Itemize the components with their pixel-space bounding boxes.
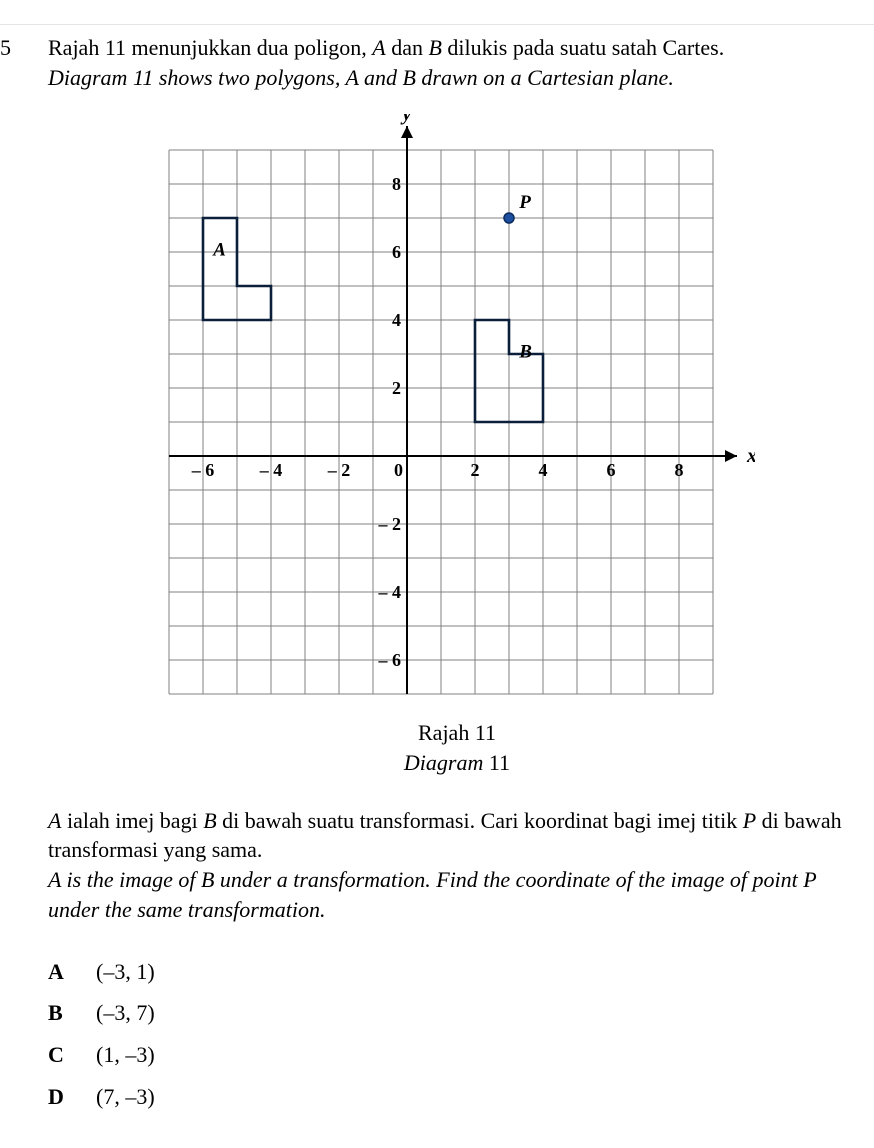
svg-text:6: 6 <box>392 242 401 262</box>
question-body: Rajah 11 menunjukkan dua poligon, A dan … <box>48 33 874 1118</box>
option-d[interactable]: D (7, –3) <box>48 1076 866 1118</box>
cartesian-chart: x y – 6 – 4 – 2 0 2 4 6 8 – 6 – 4 – 2 2 4 6 8 A B P <box>159 114 755 704</box>
svg-text:– 4: – 4 <box>259 460 283 480</box>
top-divider <box>0 24 874 25</box>
followup-ms-2: transformasi yang sama. <box>48 835 866 865</box>
question-text-en: Diagram 11 shows two polygons, A and B d… <box>48 63 866 93</box>
svg-text:2: 2 <box>471 460 480 480</box>
question-row: 5 Rajah 11 menunjukkan dua poligon, A da… <box>0 33 874 1118</box>
caption-en-num: 11 <box>489 750 510 775</box>
caption-ms: Rajah 11 <box>418 720 496 745</box>
option-label: A <box>48 951 96 993</box>
option-value: (–3, 7) <box>96 992 155 1034</box>
question-text-ms: Rajah 11 menunjukkan dua poligon, A dan … <box>48 33 866 63</box>
svg-text:2: 2 <box>392 378 401 398</box>
followup-block: A ialah imej bagi B di bawah suatu trans… <box>48 806 866 925</box>
page: 5 Rajah 11 menunjukkan dua poligon, A da… <box>0 0 874 1148</box>
option-a[interactable]: A (–3, 1) <box>48 951 866 993</box>
option-value: (7, –3) <box>96 1076 155 1118</box>
diagram-caption: Rajah 11 Diagram 11 <box>48 718 866 777</box>
option-label: C <box>48 1034 96 1076</box>
svg-text:6: 6 <box>607 460 616 480</box>
svg-text:– 4: – 4 <box>378 582 402 602</box>
caption-en: Diagram <box>404 750 483 775</box>
option-label: D <box>48 1076 96 1118</box>
svg-text:4: 4 <box>392 310 401 330</box>
svg-text:8: 8 <box>675 460 684 480</box>
svg-text:x: x <box>746 445 755 467</box>
svg-text:0: 0 <box>394 460 403 480</box>
option-value: (–3, 1) <box>96 951 155 993</box>
chart-container: x y – 6 – 4 – 2 0 2 4 6 8 – 6 – 4 – 2 2 4 6 8 A B P <box>48 114 866 704</box>
svg-text:A: A <box>212 240 226 261</box>
svg-text:y: y <box>401 114 412 125</box>
svg-text:8: 8 <box>392 174 401 194</box>
option-value: (1, –3) <box>96 1034 155 1076</box>
svg-text:– 6: – 6 <box>378 650 402 670</box>
svg-text:– 2: – 2 <box>378 514 402 534</box>
option-b[interactable]: B (–3, 7) <box>48 992 866 1034</box>
followup-ms: A ialah imej bagi B di bawah suatu trans… <box>48 806 866 836</box>
option-label: B <box>48 992 96 1034</box>
option-c[interactable]: C (1, –3) <box>48 1034 866 1076</box>
svg-text:B: B <box>518 342 532 363</box>
svg-text:– 2: – 2 <box>327 460 351 480</box>
followup-en: A is the image of B under a transformati… <box>48 865 866 924</box>
svg-text:4: 4 <box>539 460 548 480</box>
question-number: 5 <box>0 33 48 63</box>
point-p <box>504 213 514 223</box>
svg-text:– 6: – 6 <box>191 460 215 480</box>
options-list: A (–3, 1) B (–3, 7) C (1, –3) D (7, –3) <box>48 951 866 1118</box>
svg-text:P: P <box>518 192 531 213</box>
